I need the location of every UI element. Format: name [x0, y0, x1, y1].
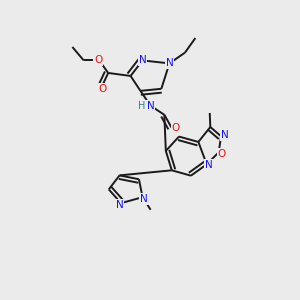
Text: H: H	[138, 101, 145, 111]
Text: O: O	[172, 123, 180, 133]
Text: N: N	[147, 101, 154, 111]
Text: N: N	[139, 56, 146, 65]
Text: N: N	[221, 130, 229, 140]
Text: N: N	[166, 58, 173, 68]
Text: N: N	[116, 200, 123, 210]
Text: N: N	[205, 160, 213, 170]
Text: O: O	[218, 149, 226, 159]
Text: O: O	[94, 56, 103, 65]
Text: N: N	[140, 194, 148, 204]
Text: O: O	[98, 84, 106, 94]
